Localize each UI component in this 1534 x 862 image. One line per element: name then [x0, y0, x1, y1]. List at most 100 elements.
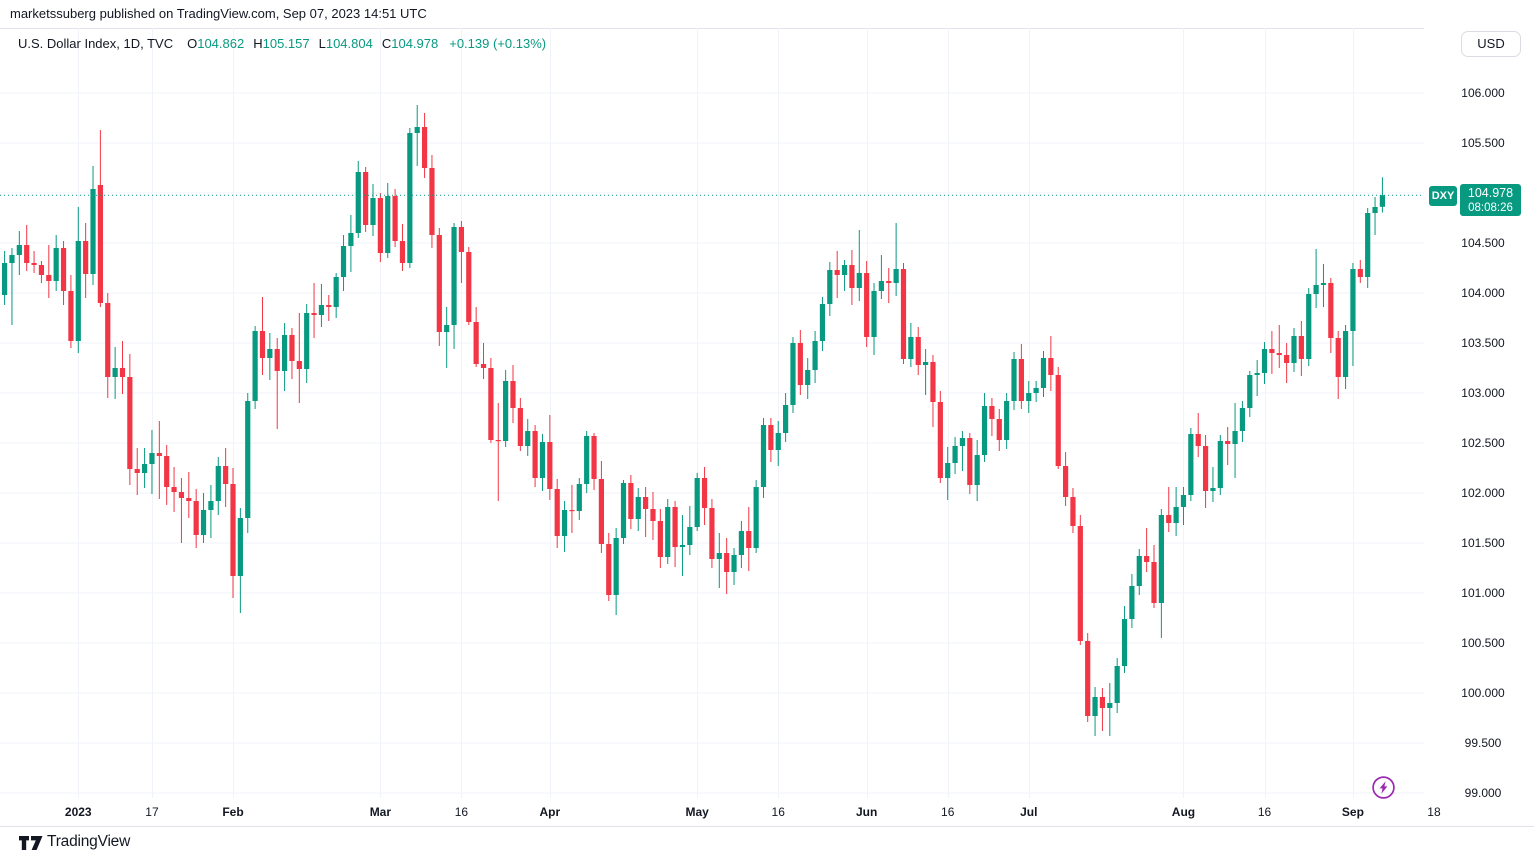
candle[interactable]: [827, 262, 833, 316]
candle[interactable]: [945, 447, 951, 500]
candle[interactable]: [60, 241, 67, 305]
candle[interactable]: [340, 235, 347, 291]
candlestick-chart[interactable]: [0, 28, 1424, 798]
candle[interactable]: [119, 341, 126, 394]
candle[interactable]: [355, 161, 361, 238]
candle[interactable]: [1357, 260, 1363, 283]
candle[interactable]: [510, 365, 516, 423]
candle[interactable]: [849, 250, 855, 305]
candle[interactable]: [650, 492, 656, 540]
candle[interactable]: [1188, 428, 1194, 501]
candle[interactable]: [679, 515, 686, 576]
candle[interactable]: [326, 295, 332, 321]
candle[interactable]: [68, 275, 74, 348]
candle[interactable]: [768, 418, 774, 462]
candle[interactable]: [724, 538, 730, 594]
candle[interactable]: [620, 480, 627, 544]
candle[interactable]: [1269, 331, 1275, 374]
candle[interactable]: [878, 255, 884, 299]
candle[interactable]: [149, 430, 155, 494]
candle[interactable]: [16, 231, 22, 275]
chart-pane[interactable]: [0, 28, 1424, 798]
candle[interactable]: [1210, 467, 1216, 502]
candle[interactable]: [46, 245, 52, 298]
candle[interactable]: [1217, 435, 1223, 495]
candle[interactable]: [1328, 278, 1334, 353]
candle[interactable]: [414, 105, 420, 166]
candle[interactable]: [937, 391, 943, 483]
candle[interactable]: [981, 393, 988, 462]
candle[interactable]: [186, 472, 192, 518]
candle[interactable]: [665, 499, 671, 564]
candle[interactable]: [1040, 351, 1047, 397]
candle[interactable]: [598, 461, 605, 553]
candle[interactable]: [1320, 264, 1327, 307]
candle[interactable]: [281, 323, 288, 391]
candle[interactable]: [97, 130, 103, 307]
candle[interactable]: [1202, 435, 1209, 508]
candle[interactable]: [141, 448, 148, 488]
candle[interactable]: [1048, 336, 1054, 391]
currency-button[interactable]: USD: [1461, 31, 1521, 57]
candle[interactable]: [1180, 487, 1187, 525]
candle[interactable]: [333, 273, 339, 318]
candle[interactable]: [200, 493, 207, 543]
candle[interactable]: [1313, 249, 1319, 308]
candle[interactable]: [1335, 331, 1341, 399]
candle[interactable]: [856, 230, 862, 301]
candle[interactable]: [296, 313, 302, 403]
candle[interactable]: [805, 358, 811, 399]
candle[interactable]: [480, 343, 487, 379]
candle[interactable]: [429, 155, 435, 248]
candle[interactable]: [952, 437, 958, 474]
candle[interactable]: [503, 370, 509, 447]
candle[interactable]: [1026, 381, 1032, 413]
candle[interactable]: [996, 409, 1002, 451]
candle[interactable]: [841, 260, 848, 291]
candle[interactable]: [694, 473, 700, 531]
candle[interactable]: [893, 223, 899, 296]
candle[interactable]: [495, 403, 501, 501]
candle[interactable]: [193, 489, 199, 548]
candle[interactable]: [1195, 413, 1201, 457]
candle[interactable]: [1291, 328, 1297, 372]
candle[interactable]: [392, 189, 398, 247]
candle[interactable]: [1239, 401, 1246, 442]
candle[interactable]: [31, 251, 37, 273]
candle[interactable]: [606, 533, 612, 601]
candle[interactable]: [311, 283, 317, 338]
candle[interactable]: [1107, 683, 1113, 736]
candle[interactable]: [38, 261, 45, 283]
candle[interactable]: [775, 421, 781, 466]
candle[interactable]: [657, 509, 663, 568]
candle[interactable]: [230, 468, 236, 598]
candle[interactable]: [591, 433, 597, 490]
candle[interactable]: [1062, 452, 1069, 506]
candle[interactable]: [1033, 381, 1039, 402]
candle[interactable]: [421, 113, 428, 178]
candle[interactable]: [753, 480, 759, 553]
lightning-icon[interactable]: [1370, 774, 1397, 801]
candle[interactable]: [90, 166, 96, 285]
candle[interactable]: [643, 487, 649, 537]
candle[interactable]: [436, 228, 442, 346]
candle[interactable]: [407, 128, 413, 268]
candle[interactable]: [1085, 633, 1091, 722]
candle[interactable]: [716, 533, 722, 588]
candle[interactable]: [1004, 393, 1010, 449]
candle[interactable]: [208, 485, 214, 538]
candle[interactable]: [1276, 325, 1282, 368]
candle[interactable]: [75, 207, 81, 353]
candle[interactable]: [915, 327, 921, 375]
candle[interactable]: [731, 548, 737, 585]
candle[interactable]: [1254, 360, 1260, 396]
candle[interactable]: [871, 283, 877, 355]
candle[interactable]: [458, 221, 465, 283]
candle[interactable]: [687, 506, 693, 555]
tradingview-logo-icon[interactable]: [19, 836, 43, 851]
candle[interactable]: [1077, 515, 1083, 645]
candle[interactable]: [1306, 288, 1312, 366]
candle[interactable]: [1247, 371, 1253, 417]
candle[interactable]: [318, 284, 325, 327]
candle[interactable]: [473, 307, 479, 367]
